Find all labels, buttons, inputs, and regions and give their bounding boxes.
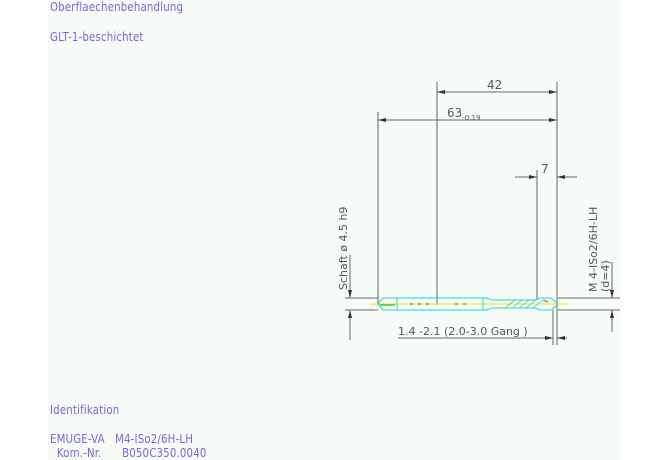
drawing-sheet bbox=[48, 0, 620, 460]
tap-tool bbox=[370, 297, 567, 311]
ident-line1: EMUGE-VA M4-ISo2/6H-LH bbox=[50, 432, 194, 446]
shank-label: Schaft ø 4.5 h9 bbox=[337, 207, 350, 290]
dim-63: 63-0.19 bbox=[447, 106, 480, 122]
ident-line2: Kom.-Nr. B050C350.0040 bbox=[50, 446, 207, 460]
dim-7: 7 bbox=[541, 162, 549, 176]
ident-label: Identifikation bbox=[50, 403, 120, 417]
surface-label: Oberflaechenbehandlung bbox=[50, 0, 184, 14]
surface-value: GLT-1-beschichtet bbox=[50, 30, 144, 44]
thread-d-label: (d=4) bbox=[599, 260, 612, 292]
dimension-lines bbox=[345, 82, 620, 345]
dim-42: 42 bbox=[487, 78, 502, 92]
thread-label: M 4-ISo2/6H-LH bbox=[587, 207, 600, 292]
chamfer-note: 1.4 -2.1 (2.0-3.0 Gang ) bbox=[398, 325, 528, 338]
